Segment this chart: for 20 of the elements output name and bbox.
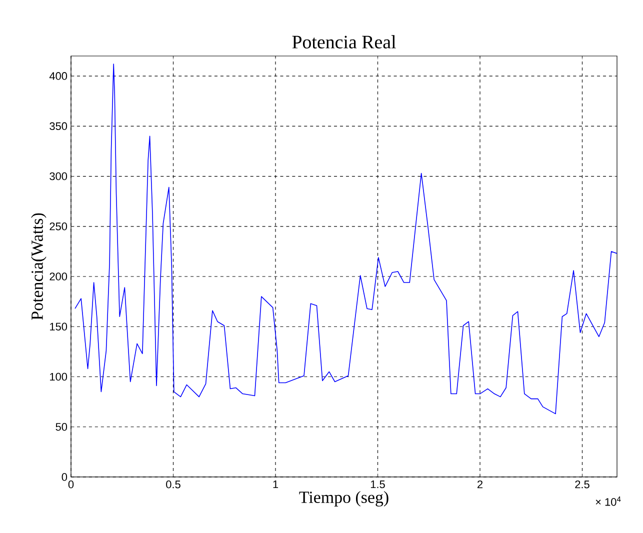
y-tick-label: 200 [50, 272, 68, 280]
y-tick-label: 300 [50, 172, 68, 180]
x-tick-label: 2.5 [575, 480, 590, 488]
x-tick-label: 0 [68, 480, 74, 488]
y-tick-label: 0 [62, 473, 68, 481]
x-tick-label: 1 [273, 480, 278, 488]
text: × 10$^{4}$ [596, 496, 621, 506]
y-tick-label: 350 [50, 122, 68, 130]
y-tick-label: 100 [50, 372, 68, 381]
line-series [74, 64, 618, 414]
y-tick-label: 150 [50, 322, 68, 331]
y-tick-label: 50 [56, 423, 68, 431]
x-tick-label: 1.5 [370, 480, 385, 488]
x-axis-title: Tiempo (seg) [299, 491, 388, 507]
y-tick-label: 400 [49, 72, 68, 80]
x-tick-label: 2 [477, 480, 482, 488]
x-tick-label: 0.5 [166, 480, 180, 488]
chart-title: Potencia Real [292, 35, 396, 48]
y-axis-title: Potencia(Watts) [31, 213, 46, 320]
y-tick-label: 250 [50, 222, 68, 230]
